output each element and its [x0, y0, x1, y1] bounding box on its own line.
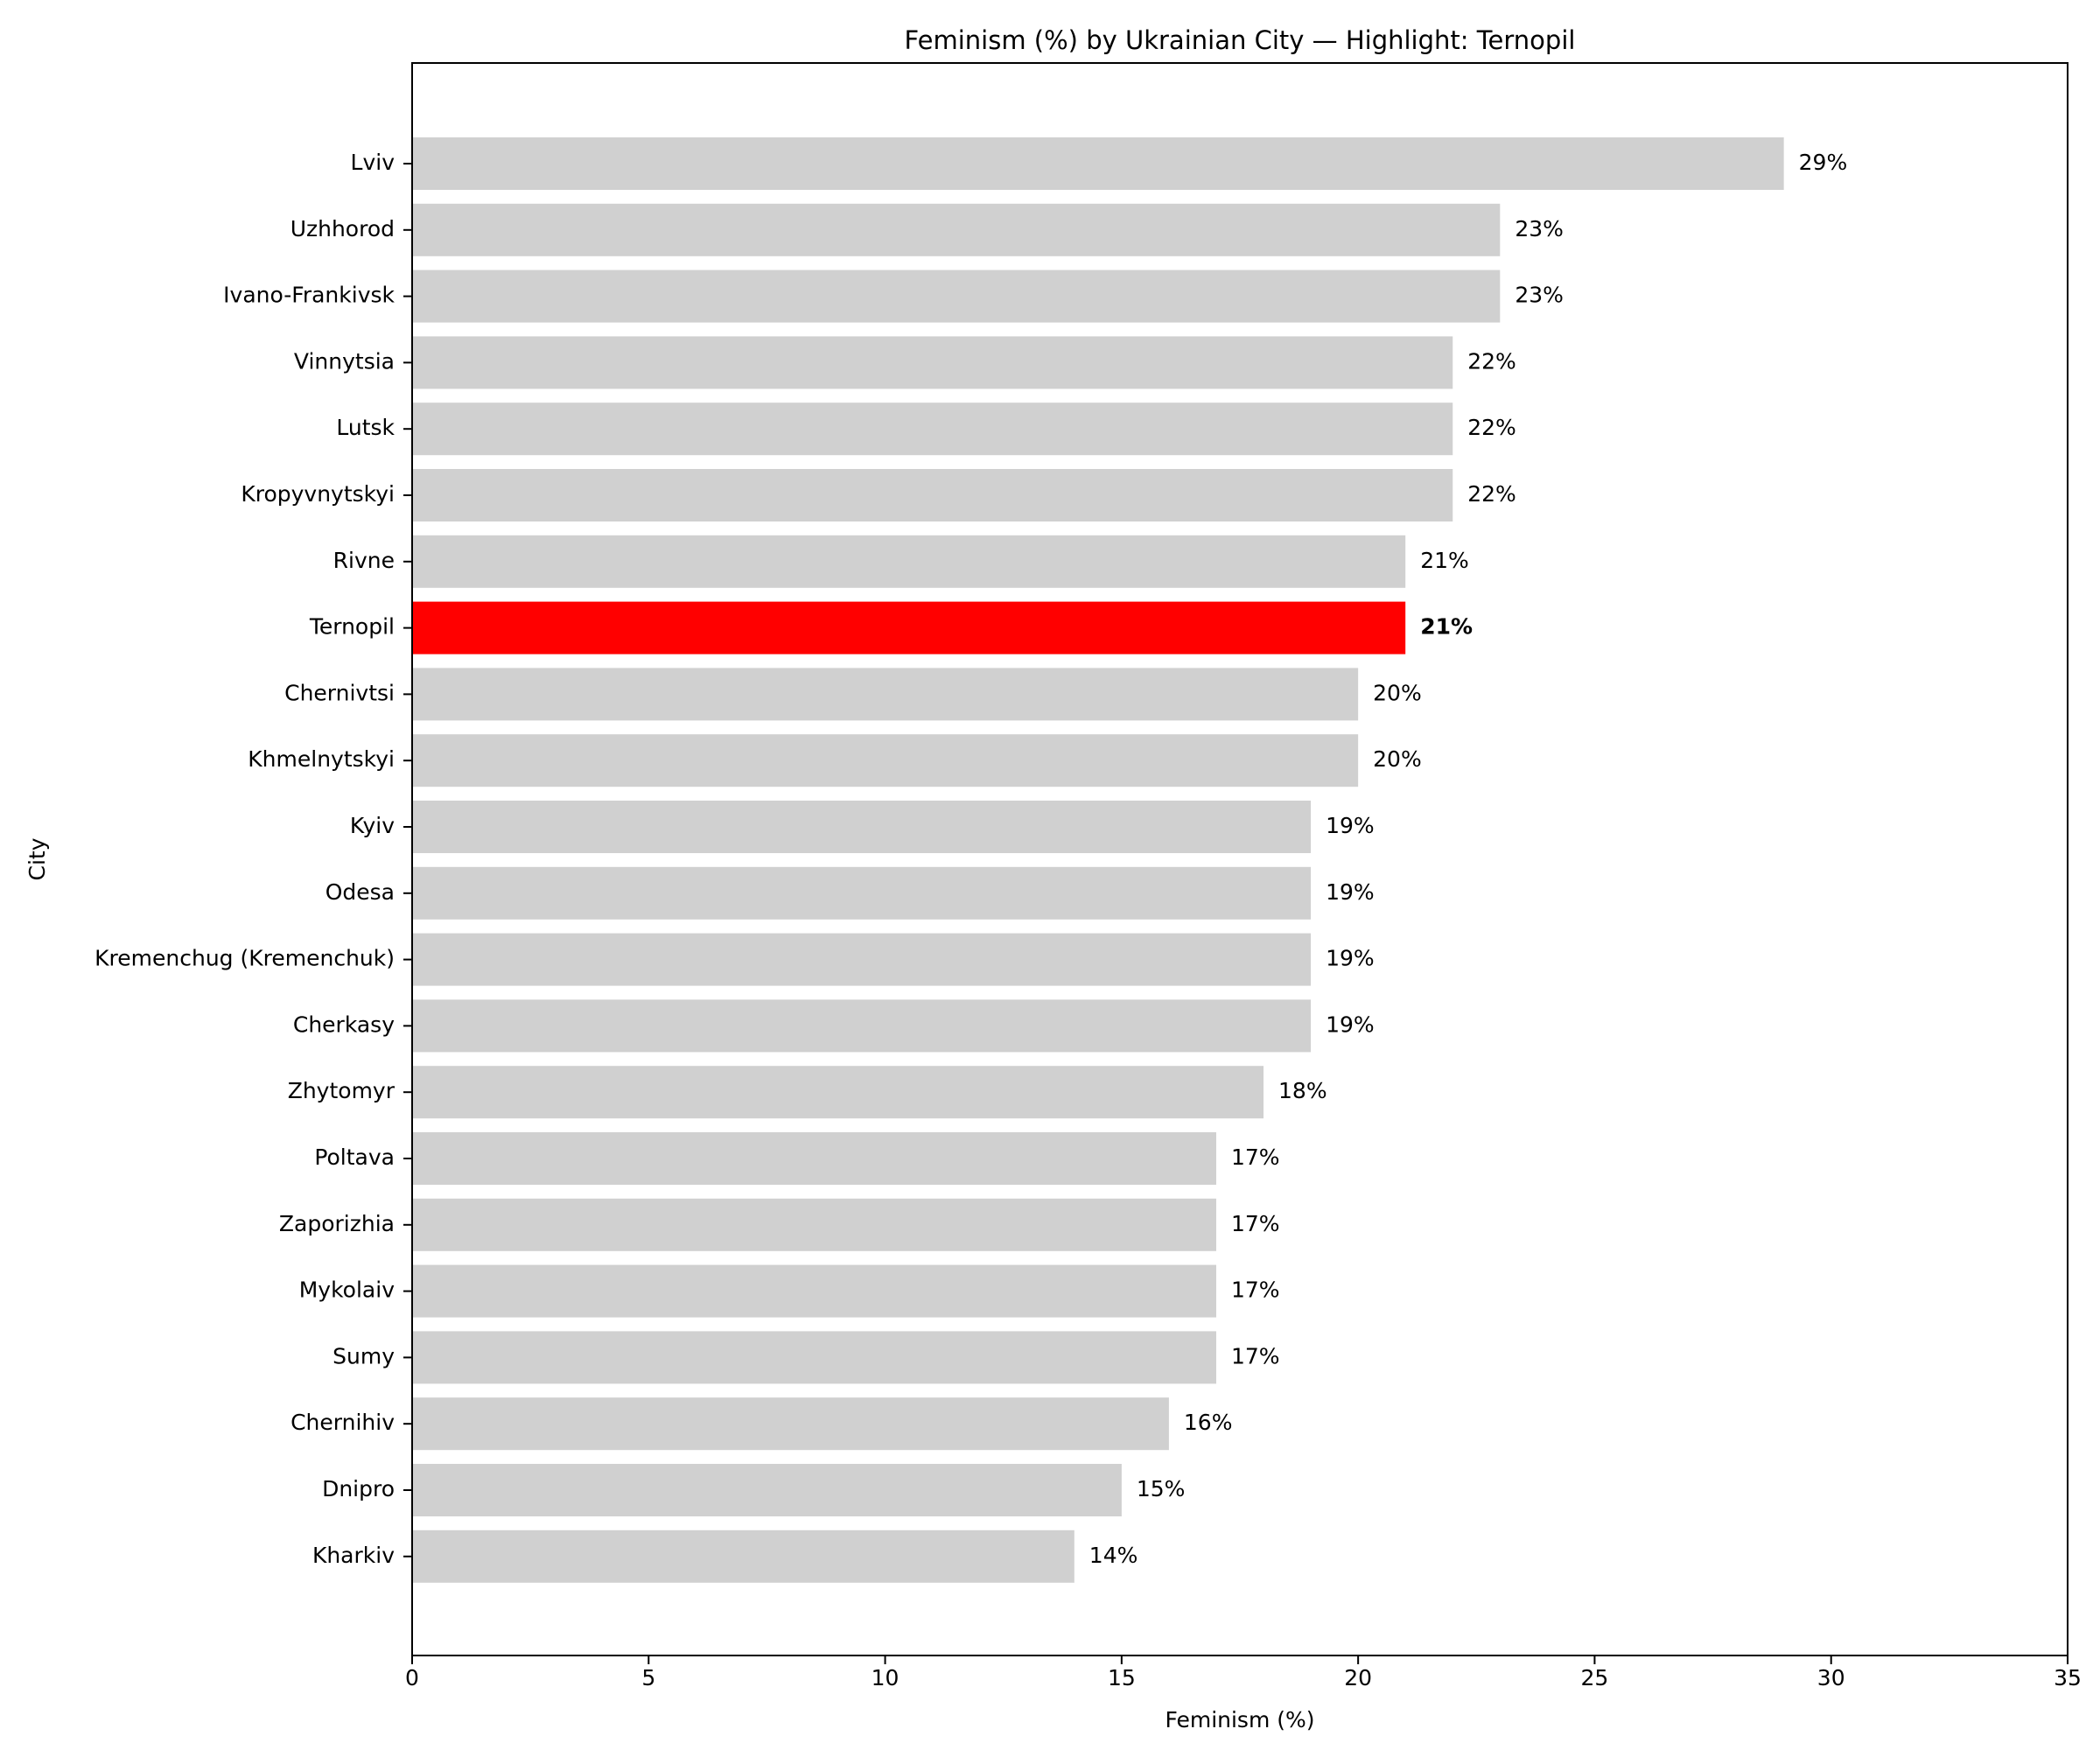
- x-tick-label-25: 25: [1581, 1665, 1609, 1690]
- x-tick-label-10: 10: [872, 1665, 900, 1690]
- value-label-dnipro: 15%: [1137, 1476, 1186, 1502]
- bar-zhytomyr: [412, 1066, 1264, 1119]
- y-tick-label-odesa: Odesa: [326, 879, 395, 905]
- value-label-ivano-frankivsk: 23%: [1515, 283, 1564, 308]
- bar-khmelnytskyi: [412, 734, 1359, 788]
- bar-dnipro: [412, 1464, 1122, 1516]
- bar-zaporizhia: [412, 1198, 1216, 1251]
- bar-chernihiv: [412, 1397, 1169, 1451]
- y-tick-label-vinnytsia: Vinnytsia: [294, 348, 395, 374]
- bar-rivne: [412, 535, 1406, 588]
- bar-odesa: [412, 866, 1312, 920]
- x-tick-label-30: 30: [1817, 1665, 1845, 1690]
- bar-mykolaiv: [412, 1264, 1216, 1318]
- x-tick-label-35: 35: [2054, 1665, 2082, 1690]
- bar-ternopil: [412, 601, 1406, 654]
- y-tick-label-kharkiv: Kharkiv: [312, 1543, 395, 1568]
- value-label-zaporizhia: 17%: [1231, 1211, 1280, 1236]
- bar-kyiv: [412, 801, 1312, 853]
- chart-title: Feminism (%) by Ukrainian City — Highlig…: [905, 25, 1576, 55]
- y-tick-label-dnipro: Dnipro: [322, 1476, 395, 1502]
- y-tick-label-cherkasy: Cherkasy: [293, 1012, 395, 1037]
- value-label-kropyvnytskyi: 22%: [1467, 481, 1516, 507]
- value-label-uzhhorod: 23%: [1515, 216, 1564, 242]
- value-label-chernivtsi: 20%: [1373, 680, 1422, 705]
- value-label-poltava: 17%: [1231, 1144, 1280, 1170]
- value-label-chernihiv: 16%: [1184, 1410, 1233, 1435]
- x-tick-label-15: 15: [1108, 1665, 1136, 1690]
- value-label-kremenchug-kremenchuk: 19%: [1326, 946, 1375, 971]
- x-axis-label: Feminism (%): [1165, 1707, 1314, 1732]
- bar-kharkiv: [412, 1530, 1074, 1583]
- plot-frame: [411, 62, 2068, 1656]
- value-label-rivne: 21%: [1420, 548, 1469, 573]
- value-label-cherkasy: 19%: [1326, 1012, 1375, 1037]
- bars-layer: 29% 23% 23% 22% 22% 22% 21% 21% 20% 20% 19% 19% 19% 1…: [412, 137, 1847, 1583]
- y-tick-label-poltava: Poltava: [314, 1144, 395, 1170]
- y-tick-label-kremenchug-kremenchuk: Kremenchug (Kremenchuk): [94, 946, 395, 971]
- ticks-layer: Lviv Uzhhorod Ivano-Frankivsk Vinnytsia Luts…: [94, 150, 2082, 1690]
- value-label-vinnytsia: 22%: [1467, 348, 1516, 374]
- value-label-sumy: 17%: [1231, 1343, 1280, 1368]
- value-label-odesa: 19%: [1326, 879, 1375, 905]
- y-tick-label-chernihiv: Chernihiv: [290, 1410, 395, 1435]
- bar-cherkasy: [412, 999, 1312, 1053]
- bar-kropyvnytskyi: [412, 469, 1453, 522]
- y-tick-label-zaporizhia: Zaporizhia: [279, 1211, 395, 1236]
- value-label-khmelnytskyi: 20%: [1373, 746, 1422, 772]
- value-label-lutsk: 22%: [1467, 415, 1516, 440]
- x-tick-label-0: 0: [405, 1665, 419, 1690]
- bar-uzhhorod: [412, 203, 1501, 256]
- y-tick-label-khmelnytskyi: Khmelnytskyi: [248, 746, 395, 772]
- bar-chernivtsi: [412, 668, 1359, 721]
- value-label-zhytomyr: 18%: [1278, 1078, 1327, 1103]
- y-tick-label-lviv: Lviv: [351, 150, 396, 175]
- value-label-lviv: 29%: [1799, 150, 1848, 175]
- y-axis-label: City: [24, 837, 50, 880]
- bar-poltava: [412, 1132, 1216, 1185]
- value-label-kyiv: 19%: [1326, 813, 1375, 838]
- value-label-ternopil: 21%: [1420, 614, 1473, 640]
- bar-ivano-frankivsk: [412, 270, 1501, 323]
- y-tick-label-kropyvnytskyi: Kropyvnytskyi: [241, 481, 395, 507]
- bar-kremenchug-kremenchuk: [412, 933, 1312, 986]
- y-tick-label-sumy: Sumy: [332, 1343, 395, 1368]
- y-tick-label-zhytomyr: Zhytomyr: [288, 1078, 396, 1103]
- y-tick-label-rivne: Rivne: [333, 548, 395, 573]
- bar-lutsk: [412, 402, 1453, 456]
- bar-lviv: [412, 137, 1784, 190]
- y-tick-label-chernivtsi: Chernivtsi: [284, 680, 395, 705]
- x-tick-label-20: 20: [1344, 1665, 1372, 1690]
- y-tick-label-uzhhorod: Uzhhorod: [290, 216, 395, 242]
- y-tick-label-ivano-frankivsk: Ivano-Frankivsk: [223, 283, 395, 308]
- value-label-kharkiv: 14%: [1089, 1543, 1138, 1568]
- value-label-mykolaiv: 17%: [1231, 1278, 1280, 1303]
- y-tick-label-mykolaiv: Mykolaiv: [299, 1278, 395, 1303]
- bar-sumy: [412, 1331, 1216, 1384]
- y-tick-label-ternopil: Ternopil: [309, 614, 395, 640]
- y-tick-label-kyiv: Kyiv: [350, 813, 395, 838]
- bar-vinnytsia: [412, 336, 1453, 389]
- x-tick-label-5: 5: [641, 1665, 655, 1690]
- y-tick-label-lutsk: Lutsk: [336, 415, 395, 440]
